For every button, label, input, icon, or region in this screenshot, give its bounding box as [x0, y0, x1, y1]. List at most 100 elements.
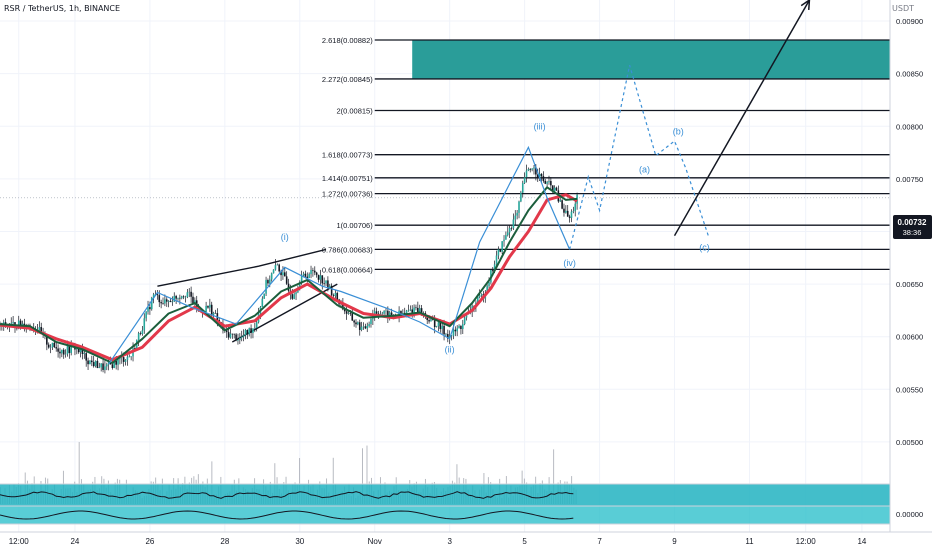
candle-body	[143, 318, 146, 331]
candle-body	[456, 328, 458, 332]
candle-body	[518, 201, 520, 213]
candle-body	[362, 326, 365, 327]
candle-body	[248, 328, 250, 335]
candle-body	[520, 192, 522, 202]
candle-body	[437, 322, 440, 327]
fib-label: 1.618(0.00773)	[322, 151, 373, 160]
candle-body	[521, 183, 524, 193]
y-tick-label: 0.00650	[896, 280, 923, 289]
candle-body	[536, 174, 539, 178]
candle-body	[167, 300, 170, 302]
candle-body	[428, 320, 430, 322]
candle-body	[278, 264, 280, 272]
candle-body	[227, 332, 230, 338]
wave-label: (ii)	[445, 344, 455, 354]
wave-label: (b)	[673, 127, 684, 137]
candle-body	[447, 334, 449, 339]
candle-body	[269, 279, 271, 284]
candle-body	[531, 168, 533, 170]
candle-body	[345, 311, 348, 314]
y-tick-label: 0.00550	[896, 385, 923, 394]
candle-body	[555, 187, 558, 191]
candle-body	[497, 249, 500, 256]
candle-body	[205, 306, 207, 312]
candle-body	[409, 309, 412, 311]
x-tick-label: 7	[597, 537, 602, 546]
candle-body	[104, 366, 106, 370]
candle-body	[295, 292, 297, 295]
candle-body	[119, 357, 121, 360]
candle-body	[87, 360, 89, 365]
candle-body	[70, 345, 72, 353]
candle-body	[417, 307, 419, 314]
candle-body	[460, 326, 462, 330]
candle-body	[568, 216, 571, 218]
candle-body	[525, 170, 528, 178]
candle-body	[89, 360, 91, 365]
candle-body	[38, 327, 41, 331]
candle-body	[76, 348, 78, 350]
candle-body	[465, 314, 468, 318]
candle-body	[439, 322, 442, 330]
price-axis[interactable]: 0.009000.008500.008000.007500.007000.006…	[889, 0, 932, 550]
candle-body	[349, 313, 352, 314]
candle-body	[308, 274, 310, 278]
candle-body	[285, 276, 288, 284]
candlesticks	[0, 164, 578, 374]
candle-body	[252, 328, 254, 333]
candle-body	[156, 294, 159, 296]
candle-body	[173, 296, 176, 302]
y-tick-label: 0.00800	[896, 122, 923, 131]
candle-body	[441, 325, 443, 330]
candle-body	[445, 334, 447, 335]
candle-body	[96, 360, 99, 369]
time-axis[interactable]: 12:00 24 26 28 30 Nov 3 5 7 9 11 12:00 14	[0, 531, 932, 550]
oscillator-panels	[0, 483, 932, 525]
candle-body	[304, 273, 307, 277]
candle-body	[381, 313, 384, 315]
wedge-line	[157, 248, 327, 287]
candle-body	[411, 309, 414, 313]
candle-body	[141, 330, 144, 335]
volume-bar	[361, 448, 363, 504]
candle-body	[486, 286, 488, 294]
volume-bar	[299, 458, 301, 504]
candle-body	[336, 292, 339, 300]
candle-body	[77, 348, 80, 353]
candle-body	[385, 310, 387, 312]
candle-body	[212, 312, 215, 315]
x-tick-label: 12:00	[9, 537, 30, 546]
candle-body	[194, 300, 196, 304]
candle-body	[274, 265, 277, 270]
candle-body	[491, 270, 494, 271]
candle-body	[225, 329, 228, 333]
candle-body	[407, 310, 410, 312]
candle-body	[106, 364, 108, 367]
candle-body	[480, 294, 483, 296]
candle-body	[402, 312, 404, 314]
candle-body	[169, 300, 172, 303]
candle-body	[66, 346, 69, 354]
candle-body	[342, 303, 344, 310]
candle-body	[235, 334, 237, 341]
candle-body	[261, 298, 264, 307]
x-tick-label: 9	[672, 537, 677, 546]
candle-body	[323, 283, 325, 284]
candle-body	[387, 310, 389, 319]
x-tick-label: 3	[447, 537, 452, 546]
x-tick-label: Nov	[368, 537, 382, 546]
candle-body	[94, 360, 97, 367]
candle-body	[312, 270, 314, 271]
candle-body	[430, 316, 432, 322]
candle-body	[255, 322, 258, 328]
candle-body	[452, 329, 455, 336]
y-tick-label: 0.00850	[896, 70, 923, 79]
price-axis-bg	[890, 0, 932, 550]
y-tick-label: 0.00000	[896, 510, 923, 519]
candle-body	[488, 282, 490, 287]
candle-body	[540, 173, 543, 177]
candle-body	[420, 308, 423, 315]
candle-body	[175, 296, 177, 299]
